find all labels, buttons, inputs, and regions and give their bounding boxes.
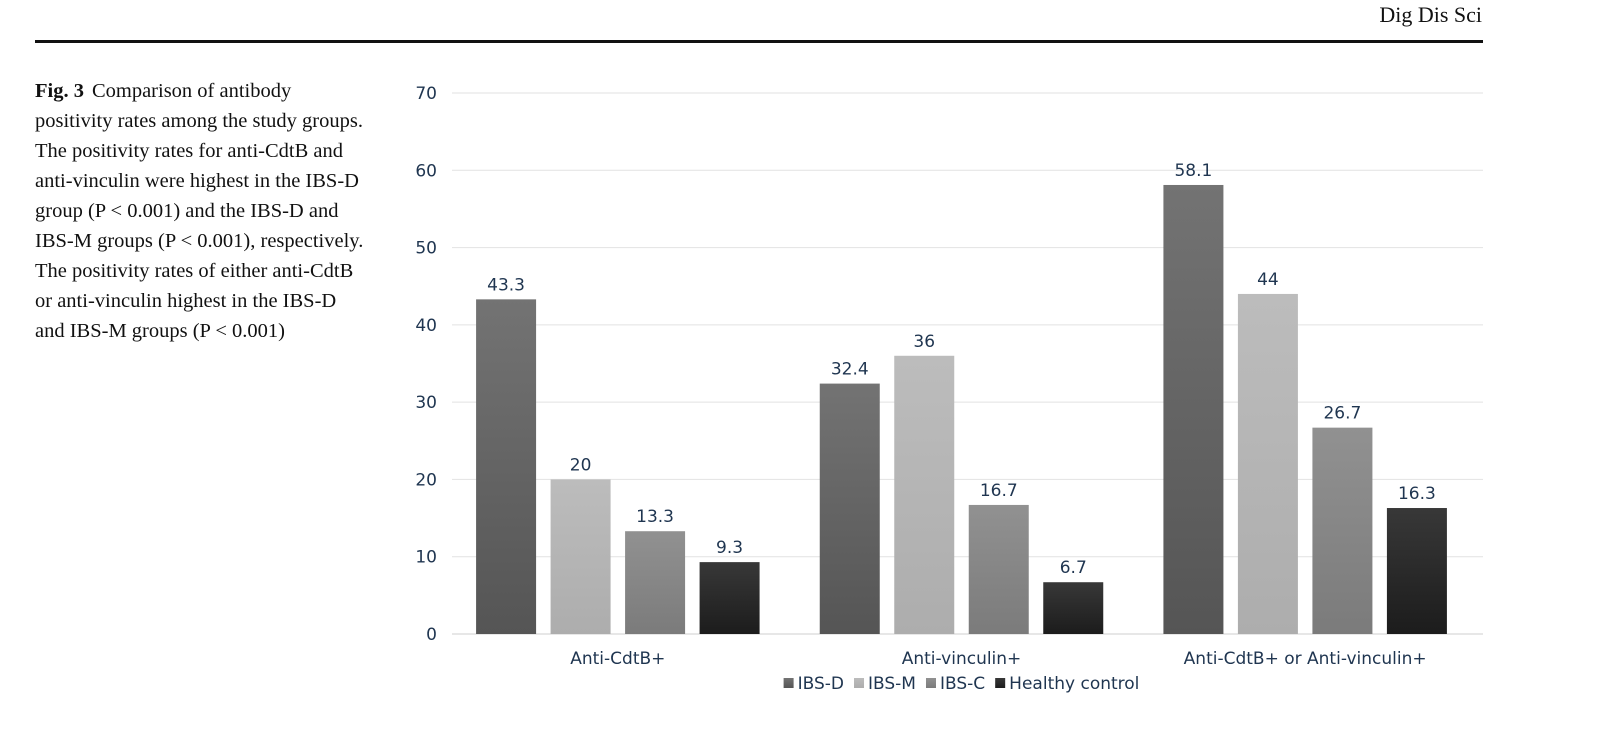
legend-item: IBS-M — [854, 674, 916, 694]
y-axis-ticks: 0 10 20 30 40 50 60 70 — [415, 84, 437, 645]
bar-healthy-control — [1386, 508, 1447, 634]
bar-ibs-c — [625, 531, 686, 634]
bar-ibs-c — [1312, 427, 1373, 634]
bars — [476, 184, 1447, 634]
data-label: 58.1 — [1174, 161, 1212, 181]
legend-label: Healthy control — [1009, 674, 1139, 694]
data-label: 9.3 — [716, 538, 743, 558]
figure-label: Fig. 3 — [35, 80, 84, 102]
bar-ibs-d — [819, 383, 880, 634]
category-labels: Anti-CdtB+ Anti-vinculin+ Anti-CdtB+ or An… — [570, 649, 1426, 669]
legend-item: IBS-C — [925, 674, 985, 694]
legend-swatch — [925, 678, 936, 688]
header-rule — [35, 40, 1483, 43]
legend-label: IBS-C — [940, 674, 985, 694]
data-label: 6.7 — [1060, 558, 1087, 578]
y-tick-label: 20 — [415, 470, 437, 490]
y-tick-label: 30 — [415, 393, 437, 413]
bar-ibs-m — [894, 355, 955, 634]
data-label: 26.7 — [1323, 404, 1361, 424]
data-label: 36 — [913, 332, 935, 352]
y-tick-label: 50 — [415, 239, 437, 259]
legend-label: IBS-D — [798, 674, 844, 694]
bar-ibs-d — [1163, 184, 1224, 634]
legend: IBS-D IBS-M IBS-C Healthy control — [783, 674, 1139, 694]
bar-ibs-c — [968, 504, 1029, 634]
legend-swatch — [995, 678, 1006, 688]
legend-label: IBS-M — [868, 674, 916, 694]
bar-ibs-d — [476, 299, 537, 634]
legend-item: IBS-D — [783, 674, 844, 694]
category-label: Anti-CdtB+ or Anti-vinculin+ — [1184, 649, 1427, 669]
legend-item: Healthy control — [995, 674, 1139, 694]
legend-swatch — [854, 678, 865, 688]
bar-healthy-control — [699, 562, 760, 634]
y-tick-label: 70 — [415, 84, 437, 104]
data-label: 16.3 — [1398, 484, 1436, 504]
data-label: 20 — [570, 455, 592, 475]
data-label: 13.3 — [636, 507, 674, 527]
gridlines — [452, 92, 1483, 635]
data-labels: 43.3 20 13.3 9.3 32.4 36 16.7 6.7 58.1 44 26.7 16.3 — [487, 161, 1436, 578]
y-tick-label: 40 — [415, 316, 437, 336]
data-label: 43.3 — [487, 275, 525, 295]
bar-ibs-m — [550, 479, 611, 634]
bar-ibs-m — [1237, 293, 1298, 634]
category-label: Anti-vinculin+ — [902, 649, 1022, 669]
caption-text: Comparison of antibody positivity rates … — [35, 80, 364, 342]
figure-caption: Fig. 3 Comparison of antibody positivity … — [35, 76, 365, 346]
bar-healthy-control — [1043, 582, 1104, 634]
data-label: 16.7 — [980, 481, 1018, 501]
y-tick-label: 60 — [415, 161, 437, 181]
legend-swatch — [783, 678, 794, 688]
data-label: 44 — [1257, 270, 1279, 290]
data-label: 32.4 — [831, 360, 869, 380]
y-tick-label: 10 — [415, 548, 437, 568]
journal-name: Dig Dis Sci — [1379, 2, 1482, 27]
y-tick-label: 0 — [426, 625, 437, 645]
category-label: Anti-CdtB+ — [570, 649, 665, 669]
